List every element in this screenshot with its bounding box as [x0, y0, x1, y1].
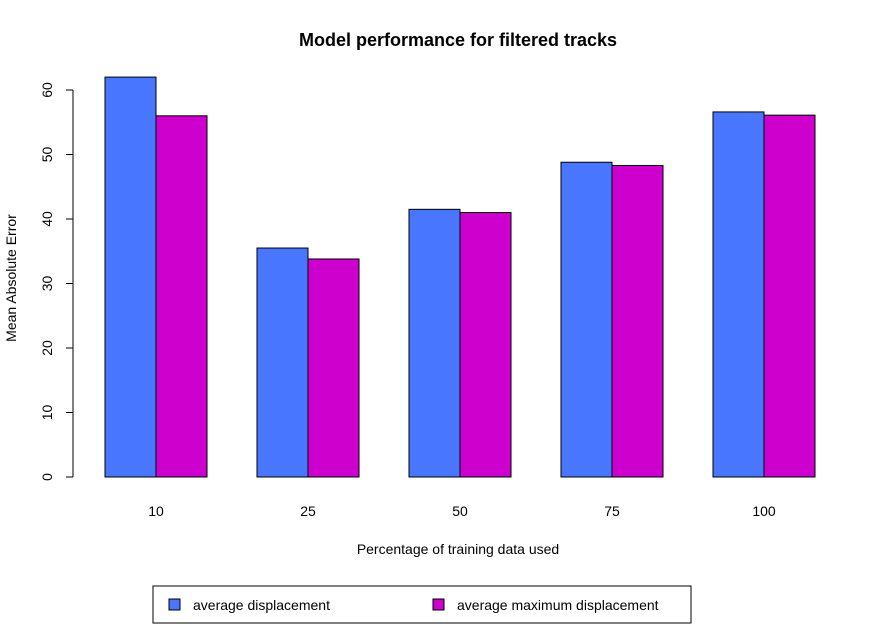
x-tick-label: 100 [752, 503, 776, 519]
bar-50-series-1 [459, 212, 512, 478]
x-tick-label: 10 [148, 503, 164, 519]
legend-label-average-maximum-displacement: average maximum displacement [457, 597, 659, 613]
y-axis-label: Mean Absolute Error [3, 214, 19, 342]
bar-10-series-1 [155, 115, 208, 478]
bar-100-series-1 [763, 114, 816, 478]
y-tick-label: 10 [39, 405, 55, 421]
y-tick-label: 30 [39, 276, 55, 292]
legend-swatch-average-displacement [168, 598, 181, 611]
x-tick-label: 50 [452, 503, 468, 519]
y-tick-label: 0 [39, 473, 55, 481]
bar-75-series-1 [611, 164, 664, 478]
y-tick-label: 20 [39, 340, 55, 356]
bar-75-series-0 [560, 161, 613, 478]
y-tick-label: 60 [39, 82, 55, 98]
x-tick-labels: 10 25 50 75 100 [148, 503, 776, 519]
legend-swatch-average-maximum-displacement [432, 598, 445, 611]
bar-10-series-0 [104, 76, 157, 478]
bar-100-series-0 [712, 111, 765, 478]
y-tick-label: 50 [39, 147, 55, 163]
y-tick-label: 40 [39, 211, 55, 227]
x-axis-label: Percentage of training data used [357, 541, 559, 557]
x-tick-label: 75 [604, 503, 620, 519]
chart-title: Model performance for filtered tracks [299, 30, 617, 50]
x-tick-label: 25 [300, 503, 316, 519]
bar-25-series-0 [256, 247, 309, 478]
y-axis: 0 10 20 30 40 50 60 [39, 82, 74, 481]
legend-label-average-displacement: average displacement [193, 597, 330, 613]
bars [104, 76, 816, 478]
legend: average displacement average maximum dis… [152, 585, 692, 624]
legend-box [152, 585, 692, 624]
bar-25-series-1 [307, 258, 360, 478]
bar-50-series-0 [408, 208, 461, 478]
